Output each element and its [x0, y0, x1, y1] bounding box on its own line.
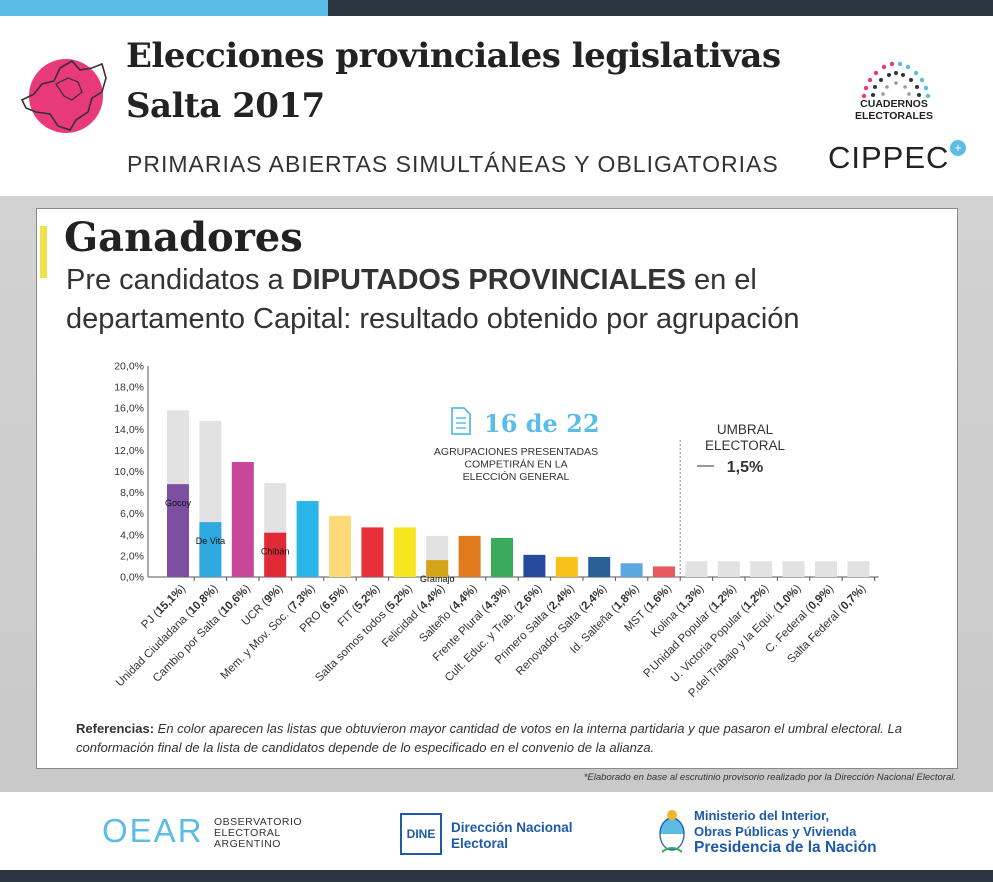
dine-logo-text: Dirección Nacional Electoral	[451, 820, 573, 852]
y-tick-label: 6,0%	[120, 508, 144, 520]
bar-total-16	[685, 561, 708, 577]
page-title-line1: Elecciones provinciales legislativas	[126, 36, 781, 76]
heading-accent-mark	[40, 226, 47, 278]
y-tick-label: 16,0%	[114, 403, 144, 415]
chart-title-suffix: en el	[685, 264, 757, 296]
y-tick-label: 10,0%	[114, 466, 144, 478]
bar-winner-6	[361, 527, 384, 577]
bar-total-18	[750, 561, 773, 577]
x-category-label: Salteño (4,4%)	[417, 583, 479, 645]
oear-line2: ELECTORAL	[214, 827, 281, 839]
bar-winner-0	[167, 484, 189, 577]
bar-winner-12	[555, 556, 578, 577]
threshold-value: 1,5%	[727, 459, 763, 476]
chart-title-bold: DIPUTADOS PROVINCIALES	[291, 264, 686, 296]
ministerio-logo-text: Ministerio del Interior, Obras Públicas …	[694, 808, 877, 856]
references-note: Referencias: En color aparecen las lista…	[76, 719, 936, 757]
bar-total-17	[717, 561, 740, 577]
bar-winner-2	[231, 462, 254, 577]
callout-count: 16 de 22	[484, 409, 600, 438]
section-heading: Ganadores	[64, 214, 303, 261]
y-tick-label: 8,0%	[120, 487, 144, 499]
footer	[0, 792, 993, 870]
oear-line3: ARGENTINO	[214, 838, 281, 850]
y-tick-label: 0,0%	[120, 572, 144, 584]
winner-label: Gramajo	[420, 574, 455, 584]
bar-winner-5	[329, 515, 351, 577]
chart-title-line1: Pre candidatos a DIPUTADOS PROVINCIALES …	[66, 264, 757, 297]
bar-winner-3	[264, 532, 287, 577]
oear-logo-text: OBSERVATORIO ELECTORAL ARGENTINO	[214, 817, 302, 850]
y-tick-label: 2,0%	[120, 550, 144, 562]
references-text: En color aparecen las listas que obtuvie…	[76, 721, 902, 755]
bar-winner-1	[199, 522, 222, 577]
winner-label: Gocoy	[165, 498, 192, 508]
y-tick-label: 12,0%	[114, 445, 144, 457]
bar-total-21	[847, 561, 870, 577]
y-tick-label: 18,0%	[114, 382, 144, 394]
ministerio-line1: Ministerio del Interior,	[694, 808, 830, 823]
dine-logo: DINE	[400, 813, 442, 855]
national-coat-of-arms-icon	[659, 810, 685, 853]
bar-winner-11	[523, 554, 546, 577]
winner-label: De Vita	[196, 536, 225, 546]
bar-winner-7	[393, 527, 416, 577]
bar-total-19	[782, 561, 805, 577]
bar-winner-15	[653, 566, 675, 577]
bottom-accent-bar	[0, 870, 993, 882]
oear-logo: OEAR	[102, 812, 204, 849]
ministerio-line3: Presidencia de la Nación	[694, 839, 877, 856]
callout-text: COMPETIRÁN EN LA	[464, 458, 567, 471]
oear-line1: OBSERVATORIO	[214, 816, 303, 828]
y-tick-label: 20,0%	[114, 361, 144, 373]
parliament-dots-icon	[861, 61, 931, 99]
chart-panel	[36, 208, 958, 769]
ministerio-line2: Obras Públicas y Vivienda	[694, 824, 857, 839]
dine-line2: Electoral	[451, 836, 509, 851]
cuadernos-line2: ELECTORALES	[855, 110, 933, 122]
y-tick-label: 14,0%	[114, 424, 144, 436]
bar-total-20	[815, 561, 837, 577]
page-title-line2: Salta 2017	[126, 86, 325, 126]
top-accent-bar-light	[0, 0, 328, 16]
cippec-plus-badge: +	[950, 140, 966, 156]
threshold-label: ELECTORAL	[705, 438, 786, 453]
document-icon-outline	[451, 407, 471, 435]
bar-winner-14	[620, 563, 643, 577]
references-label: Referencias:	[76, 721, 155, 736]
bar-winner-9	[458, 535, 481, 577]
bar-winner-8	[426, 560, 449, 577]
chart-title-prefix: Pre candidatos a	[66, 264, 292, 296]
cuadernos-electorales-logo: CUADERNOS ELECTORALES	[846, 98, 942, 122]
callout-text: ELECCIÓN GENERAL	[463, 470, 570, 483]
top-accent-bar-dark	[328, 0, 993, 16]
chart-title-line2: departamento Capital: resultado obtenido…	[66, 303, 800, 335]
threshold-label: UMBRAL	[717, 422, 774, 437]
header	[0, 16, 993, 196]
bar-winner-13	[588, 556, 611, 577]
winner-label: Chibán	[261, 547, 290, 557]
salta-map-icon	[20, 59, 107, 133]
cippec-logo: CIPPEC	[828, 140, 950, 175]
bar-winner-4	[296, 501, 319, 577]
dine-line1: Dirección Nacional	[451, 820, 573, 835]
bar-winner-10	[491, 537, 513, 577]
cuadernos-line1: CUADERNOS	[860, 98, 928, 110]
callout-text: AGRUPACIONES PRESENTADAS	[434, 446, 598, 458]
source-footnote: *Elaborado en base al escrutinio proviso…	[583, 772, 956, 783]
y-tick-label: 4,0%	[120, 529, 144, 541]
document-icon	[451, 407, 471, 435]
page-subtitle: PRIMARIAS ABIERTAS SIMULTÁNEAS Y OBLIGAT…	[127, 151, 779, 177]
